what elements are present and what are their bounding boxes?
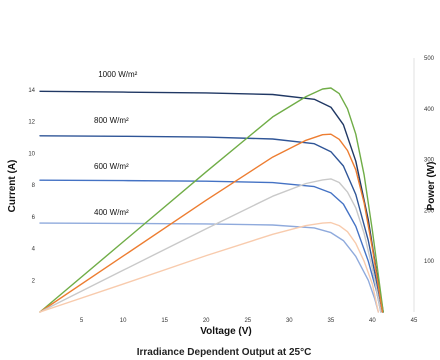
x-tick-label: 30 bbox=[286, 318, 293, 324]
series-layer bbox=[39, 87, 384, 313]
y-axis-title: Current (A) bbox=[7, 160, 18, 213]
irradiance-label-1: 800 W/m² bbox=[94, 116, 129, 125]
irradiance-label-0: 1000 W/m² bbox=[98, 70, 137, 79]
y-tick-label: 2 bbox=[32, 278, 36, 284]
chart-caption: Irradiance Dependent Output at 25°C bbox=[137, 347, 312, 358]
irradiance-label-3: 400 W/m² bbox=[94, 208, 129, 217]
x-tick-label: 45 bbox=[411, 318, 418, 324]
power-curve-4 bbox=[39, 87, 384, 313]
x-tick-label: 10 bbox=[120, 318, 127, 324]
y-tick-label: 4 bbox=[32, 247, 36, 253]
y-tick-label: 14 bbox=[28, 88, 35, 94]
y-tick-label: 6 bbox=[32, 215, 36, 221]
current-curve-1 bbox=[39, 135, 384, 313]
x-tick-label: 40 bbox=[369, 318, 376, 324]
y-tick-label: 10 bbox=[28, 151, 35, 157]
x-tick-label: 20 bbox=[203, 318, 210, 324]
y2-tick-label: 300 bbox=[424, 158, 435, 164]
x-tick-label: 35 bbox=[328, 318, 335, 324]
y2-axis-title: Power (W) bbox=[426, 162, 437, 211]
y-tick-label: 12 bbox=[28, 120, 35, 126]
x-tick-label: 5 bbox=[80, 318, 84, 324]
y2-tick-label: 400 bbox=[424, 107, 435, 113]
y-tick-label: 8 bbox=[32, 183, 36, 189]
y2-tick-label: 100 bbox=[424, 259, 435, 265]
x-tick-label: 25 bbox=[244, 318, 251, 324]
power-curve-7 bbox=[39, 221, 379, 313]
current-curve-3 bbox=[39, 222, 379, 313]
y2-tick-label: 500 bbox=[424, 56, 435, 62]
x-axis-title: Voltage (V) bbox=[200, 326, 251, 337]
current-curve-2 bbox=[39, 179, 382, 313]
y-axis-ticks: 2 4 6 8 10 12 14 bbox=[28, 88, 35, 284]
power-curve-6 bbox=[39, 178, 382, 313]
x-tick-label: 15 bbox=[161, 318, 168, 324]
power-curve-5 bbox=[39, 133, 384, 313]
annotation-layer: 1000 W/m² 800 W/m² 600 W/m² 400 W/m² bbox=[94, 70, 138, 217]
y2-axis-ticks: 100 200 300 400 500 bbox=[424, 56, 435, 265]
x-axis-ticks: 5 10 15 20 25 30 35 40 45 bbox=[80, 318, 418, 324]
y2-tick-label: 200 bbox=[424, 208, 435, 214]
irradiance-label-2: 600 W/m² bbox=[94, 162, 129, 171]
